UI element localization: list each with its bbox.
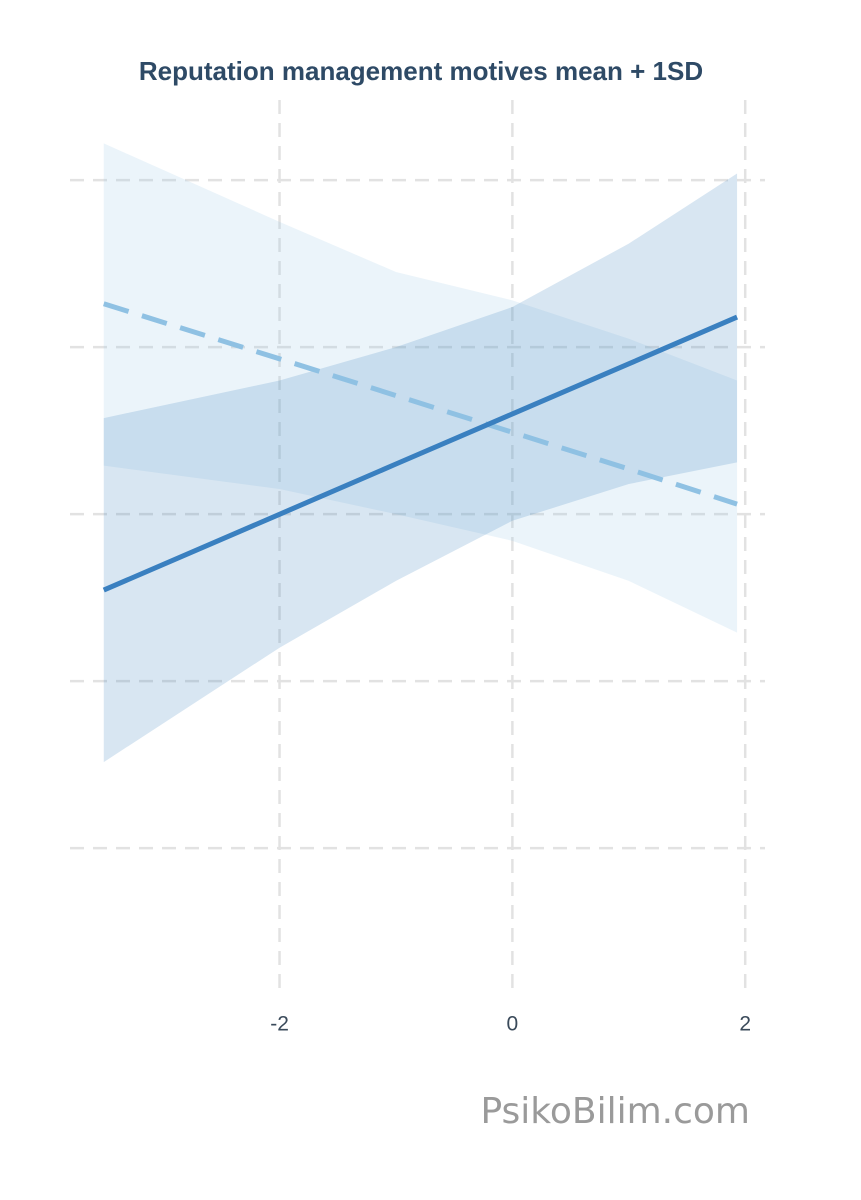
chart-title: Reputation management motives mean + 1SD [139,56,703,86]
x-tick-label: 2 [739,1013,751,1036]
watermark: PsikoBilim.com [480,1091,750,1132]
x-tick-label: 0 [507,1013,519,1036]
confidence-band [103,143,738,633]
x-tick-label: -2 [270,1013,289,1036]
confidence-band [103,173,738,763]
series-line [102,314,739,593]
series-line [103,301,738,507]
